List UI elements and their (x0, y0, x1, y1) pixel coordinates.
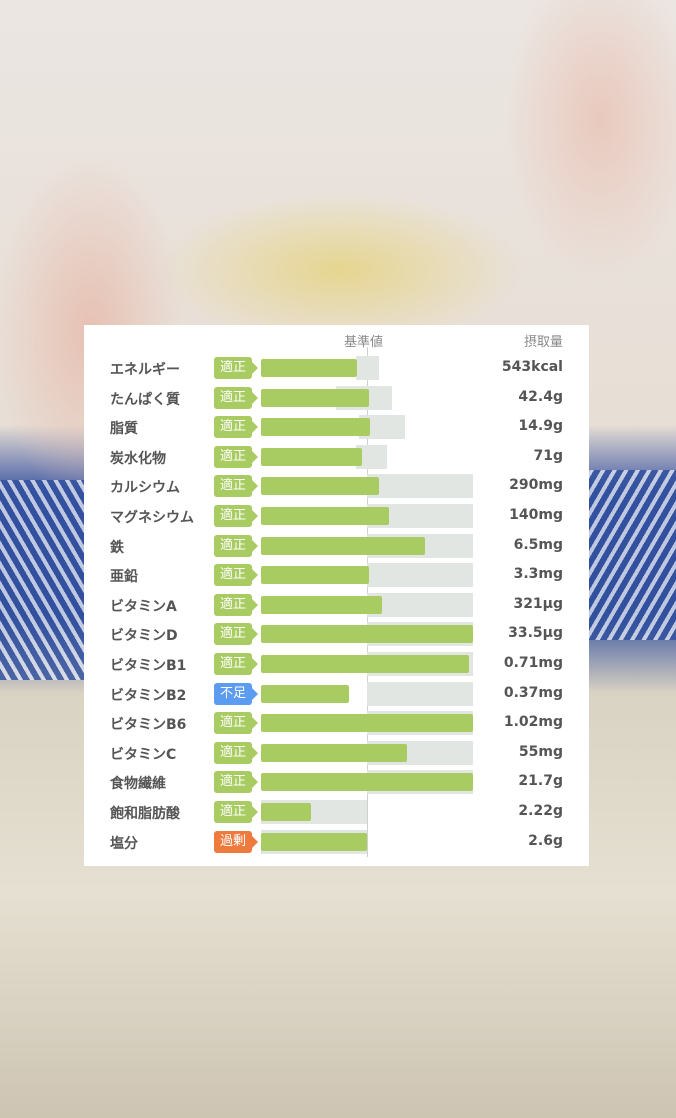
nutrient-row: ビタミンB6 適正 1.02mg (84, 709, 589, 737)
status-badge: 適正 (214, 712, 258, 735)
intake-bar (261, 388, 370, 407)
status-badge: 適正 (214, 357, 258, 379)
intake-bar (261, 507, 390, 525)
nutrient-label: ビタミンD (110, 628, 178, 645)
reference-range (367, 681, 473, 706)
nutrient-label: 鉄 (110, 539, 124, 556)
nutrient-row: たんぱく質 適正 42.4g (84, 384, 589, 412)
intake-bar (261, 714, 473, 733)
nutrient-label: マグネシウム (110, 510, 194, 526)
intake-header: 摂取量 (523, 335, 563, 350)
nutrient-row: ビタミンA 適正 321µg (84, 591, 589, 619)
status-badge: 適正 (214, 741, 258, 764)
status-badge: 適正 (214, 386, 258, 409)
intake-value: 1.02mg (503, 714, 563, 731)
intake-value: 2.22g (518, 803, 563, 819)
status-badge: 適正 (214, 653, 258, 675)
intake-value: 55mg (518, 743, 563, 760)
nutrient-label: ビタミンA (110, 598, 177, 615)
intake-value: 543kcal (501, 359, 563, 375)
intake-value: 140mg (509, 507, 563, 523)
nutrient-label: 脂質 (110, 421, 138, 438)
nutrient-label: ビタミンB1 (110, 658, 187, 674)
intake-bar (261, 803, 311, 821)
intake-bar (261, 832, 367, 851)
status-badge: 適正 (214, 771, 258, 794)
intake-value: 33.5µg (508, 625, 563, 642)
nutrient-label: 飽和脂肪酸 (110, 806, 180, 822)
intake-bar (261, 595, 382, 614)
nutrient-label: ビタミンC (110, 746, 177, 763)
reference-range (356, 356, 379, 380)
plate-rim (0, 480, 90, 680)
nutrient-row: ビタミンB1 適正 0.71mg (84, 650, 589, 678)
status-badge: 適正 (214, 593, 258, 616)
intake-value: 290mg (509, 477, 563, 494)
nutrient-row: 飽和脂肪酸 適正 2.22g (84, 798, 589, 826)
nutrient-label: カルシウム (110, 480, 180, 497)
nutrient-label: ビタミンB6 (110, 717, 187, 734)
nutrient-row: マグネシウム 適正 140mg (84, 502, 589, 530)
intake-value: 321µg (513, 595, 563, 612)
status-badge: 適正 (214, 475, 258, 498)
intake-bar (261, 743, 408, 762)
intake-value: 14.9g (518, 418, 563, 435)
intake-value: 0.37mg (503, 684, 563, 701)
reference-range (367, 474, 473, 499)
status-badge: 適正 (214, 416, 258, 439)
nutrient-label: エネルギー (110, 362, 180, 378)
nutrient-row: 炭水化物 適正 71g (84, 443, 589, 471)
nutrient-row: カルシウム 適正 290mg (84, 472, 589, 500)
intake-value: 3.3mg (513, 566, 563, 583)
nutrient-row: ビタミンD 適正 33.5µg (84, 620, 589, 648)
intake-value: 42.4g (518, 388, 563, 405)
reference-range (367, 592, 473, 617)
nutrient-label: たんぱく質 (110, 391, 180, 408)
status-badge: 不足 (214, 682, 258, 705)
intake-bar (261, 447, 362, 466)
intake-bar (261, 418, 371, 437)
intake-bar (261, 566, 370, 585)
intake-value: 6.5mg (513, 536, 563, 553)
nutrient-label: ビタミンB2 (110, 687, 187, 704)
nutrition-panel: 基準値 摂取量 エネルギー 適正 543kcal たんぱく質 適正 42.4g 脂質 適正 14… (84, 325, 589, 866)
intake-bar (261, 359, 358, 377)
status-badge: 適正 (214, 505, 258, 527)
nutrient-row: ビタミンC 適正 55mg (84, 739, 589, 767)
plate-rim (589, 470, 676, 640)
nutrient-label: 亜鉛 (110, 569, 138, 586)
status-badge: 適正 (214, 623, 258, 646)
intake-bar (261, 625, 473, 644)
nutrient-row: 脂質 適正 14.9g (84, 413, 589, 441)
nutrient-row: ビタミンB2 不足 0.37mg (84, 680, 589, 708)
intake-value: 0.71mg (503, 655, 563, 671)
intake-value: 71g (533, 447, 563, 464)
nutrient-label: 塩分 (110, 835, 138, 852)
status-badge: 適正 (214, 445, 258, 468)
nutrient-row: 亜鉛 適正 3.3mg (84, 561, 589, 589)
intake-bar (261, 477, 379, 496)
intake-value: 2.6g (528, 832, 563, 849)
reference-header: 基準値 (344, 335, 384, 350)
nutrient-label: 炭水化物 (110, 450, 166, 467)
status-badge: 適正 (214, 534, 258, 557)
nutrient-row: 食物繊維 適正 21.7g (84, 768, 589, 796)
intake-bar (261, 684, 349, 703)
nutrient-row: 塩分 過剰 2.6g (84, 828, 589, 856)
status-badge: 適正 (214, 564, 258, 587)
nutrient-row: 鉄 適正 6.5mg (84, 532, 589, 560)
reference-range (367, 563, 473, 588)
status-badge: 適正 (214, 801, 258, 823)
intake-bar (261, 773, 473, 792)
intake-bar (261, 655, 469, 673)
nutrient-label: 食物繊維 (110, 776, 166, 793)
intake-bar (261, 536, 426, 555)
intake-value: 21.7g (518, 773, 563, 790)
nutrient-row: エネルギー 適正 543kcal (84, 354, 589, 382)
status-badge: 過剰 (214, 830, 258, 853)
